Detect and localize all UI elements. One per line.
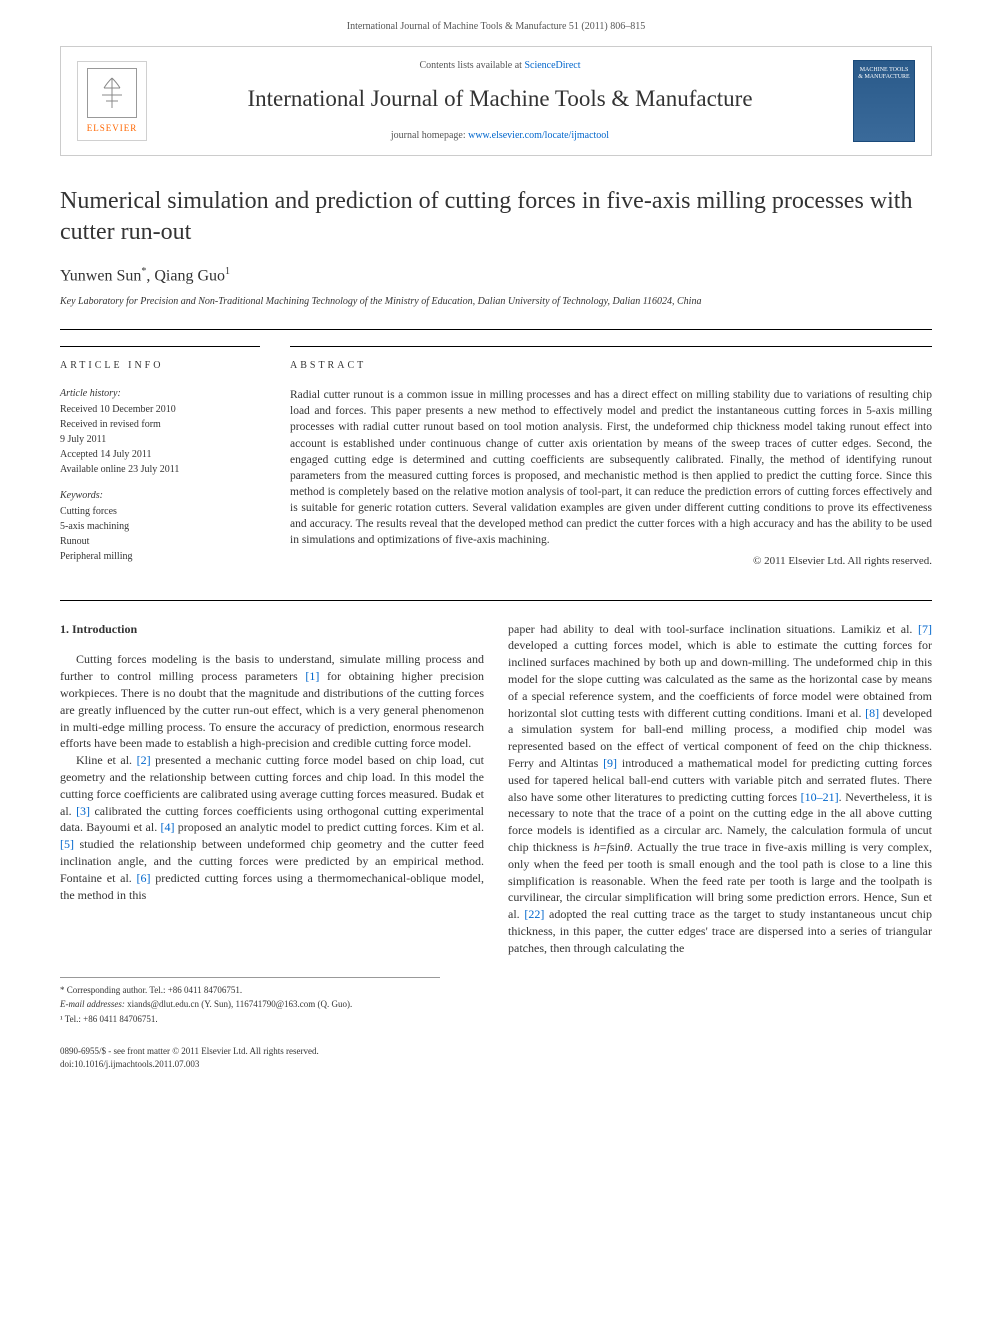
abstract-copyright: © 2011 Elsevier Ltd. All rights reserved… <box>290 554 932 569</box>
keyword-4: Peripheral milling <box>60 550 260 564</box>
journal-banner: ELSEVIER Contents lists available at Sci… <box>60 46 932 156</box>
email-addresses-line: E-mail addresses: xiands@dlut.edu.cn (Y.… <box>60 998 440 1011</box>
email-label: E-mail addresses: <box>60 999 125 1009</box>
page-citation-header: International Journal of Machine Tools &… <box>0 0 992 46</box>
keyword-2: 5-axis machining <box>60 520 260 534</box>
accepted-date: Accepted 14 July 2011 <box>60 448 260 462</box>
banner-center: Contents lists available at ScienceDirec… <box>163 59 837 143</box>
footer-publication-info: 0890-6955/$ - see front matter © 2011 El… <box>60 1045 932 1070</box>
history-label: Article history: <box>60 387 260 401</box>
contents-available-line: Contents lists available at ScienceDirec… <box>163 59 837 73</box>
affiliation: Key Laboratory for Precision and Non-Tra… <box>60 295 932 309</box>
keyword-3: Runout <box>60 535 260 549</box>
author2-tel-note: ¹ Tel.: +86 0411 84706751. <box>60 1013 440 1026</box>
abstract-text: Radial cutter runout is a common issue i… <box>290 387 932 548</box>
footnotes-block: * Corresponding author. Tel.: +86 0411 8… <box>60 977 440 1026</box>
keywords-label: Keywords: <box>60 489 260 503</box>
keyword-1: Cutting forces <box>60 505 260 519</box>
doi-line: doi:10.1016/j.ijmachtools.2011.07.003 <box>60 1058 932 1071</box>
issn-line: 0890-6955/$ - see front matter © 2011 El… <box>60 1045 932 1058</box>
article-info-block: ARTICLE INFO Article history: Received 1… <box>60 346 260 569</box>
email-1: xiands@dlut.edu.cn (Y. Sun), <box>127 999 233 1009</box>
info-abstract-row: ARTICLE INFO Article history: Received 1… <box>60 329 932 569</box>
revised-label: Received in revised form <box>60 418 260 432</box>
elsevier-logo: ELSEVIER <box>77 61 147 141</box>
sciencedirect-link[interactable]: ScienceDirect <box>524 60 580 71</box>
elsevier-label: ELSEVIER <box>87 122 138 135</box>
section-1-heading: 1. Introduction <box>60 621 484 638</box>
article-info-heading: ARTICLE INFO <box>60 359 260 373</box>
abstract-heading: ABSTRACT <box>290 359 932 373</box>
authors-line: Yunwen Sun*, Qiang Guo1 <box>60 265 932 288</box>
article-title: Numerical simulation and prediction of c… <box>60 186 932 248</box>
elsevier-tree-icon <box>87 68 137 118</box>
col2-para-1: paper had ability to deal with tool-surf… <box>508 621 932 957</box>
abstract-block: ABSTRACT Radial cutter runout is a commo… <box>290 346 932 569</box>
homepage-prefix: journal homepage: <box>391 130 468 141</box>
journal-title: International Journal of Machine Tools &… <box>163 83 837 115</box>
revised-date: 9 July 2011 <box>60 433 260 447</box>
homepage-link[interactable]: www.elsevier.com/locate/ijmactool <box>468 130 609 141</box>
available-date: Available online 23 July 2011 <box>60 463 260 477</box>
received-date: Received 10 December 2010 <box>60 403 260 417</box>
section-divider <box>60 600 932 601</box>
contents-prefix: Contents lists available at <box>419 60 524 71</box>
column-right: paper had ability to deal with tool-surf… <box>508 621 932 957</box>
homepage-line: journal homepage: www.elsevier.com/locat… <box>163 129 837 143</box>
col1-para-1: Cutting forces modeling is the basis to … <box>60 651 484 752</box>
journal-cover-thumbnail: MACHINE TOOLS & MANUFACTURE <box>853 60 915 142</box>
cover-text: MACHINE TOOLS & MANUFACTURE <box>858 67 910 80</box>
body-two-columns: 1. Introduction Cutting forces modeling … <box>60 621 932 957</box>
col1-para-2: Kline et al. [2] presented a mechanic cu… <box>60 752 484 903</box>
author-2: Qiang Guo <box>154 267 225 284</box>
email-2: 116741790@163.com (Q. Guo). <box>236 999 353 1009</box>
corresponding-author-note: * Corresponding author. Tel.: +86 0411 8… <box>60 984 440 997</box>
author-2-marker: 1 <box>225 266 230 277</box>
author-1: Yunwen Sun <box>60 267 141 284</box>
column-left: 1. Introduction Cutting forces modeling … <box>60 621 484 957</box>
